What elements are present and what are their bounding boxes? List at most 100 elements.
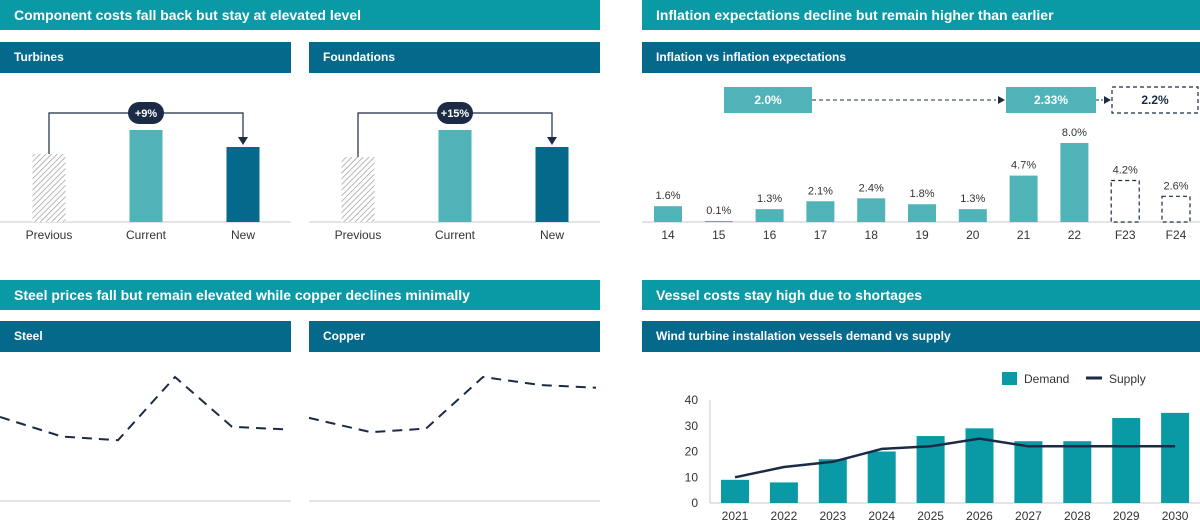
data-label: 1.8% — [909, 188, 934, 200]
demand-bar-2021 — [721, 479, 749, 503]
data-label: 8.0% — [1062, 127, 1087, 139]
bar-year-18 — [857, 198, 886, 222]
legend-demand-swatch — [1002, 372, 1017, 385]
bar-year-20 — [958, 209, 987, 222]
bar-new — [226, 147, 260, 222]
demand-bar-2027 — [1014, 441, 1043, 503]
bar-year-14 — [654, 206, 682, 222]
x-tick-label: 2021 — [722, 509, 749, 523]
x-tick-label: 2022 — [771, 509, 798, 523]
panel-title-steel: Steel — [0, 321, 291, 352]
x-tick-label: 19 — [915, 228, 929, 242]
y-tick-label: 20 — [685, 445, 699, 459]
section-title-vessels: Vessel costs stay high due to shortages — [642, 280, 1200, 310]
inflation-chart: 1.6% 14 0.1% 15 1.3% 16 2.1% 17 2.4% 18 1.8% 19 1.3%… — [642, 86, 1200, 242]
x-tick-label: Current — [435, 228, 476, 242]
demand-bar-2028 — [1063, 441, 1092, 503]
x-tick-label: 2028 — [1064, 509, 1091, 523]
demand-bar-2029 — [1112, 418, 1141, 503]
bar-previous — [341, 157, 375, 222]
x-tick-label: New — [540, 228, 564, 242]
supply-line — [734, 437, 1176, 479]
bar-year-21 — [1009, 175, 1038, 222]
change-pill — [437, 102, 473, 124]
arrow-head — [998, 96, 1005, 104]
arrow-head — [547, 137, 557, 145]
bar-current — [438, 130, 472, 222]
x-tick-label: 21 — [1017, 228, 1031, 242]
x-tick-label: 20 — [966, 228, 980, 242]
bar-year-16 — [755, 209, 784, 222]
x-tick-label: F23 — [1115, 228, 1136, 242]
data-label: 1.3% — [757, 193, 782, 205]
x-tick-label: F24 — [1166, 228, 1187, 242]
expectation-box — [724, 87, 812, 113]
steel-chart — [0, 375, 291, 502]
demand-bar-2030 — [1161, 412, 1190, 503]
x-tick-label: 2023 — [819, 509, 846, 523]
y-tick-label: 40 — [685, 393, 699, 407]
demand-bar-2024 — [867, 451, 896, 503]
change-pill — [128, 102, 164, 124]
panel-title-inflation: Inflation vs inflation expectations — [642, 42, 1200, 73]
arrow-head — [238, 137, 248, 145]
section-title-components: Component costs fall back but stay at el… — [0, 0, 600, 30]
data-label: 2.1% — [808, 185, 833, 197]
x-tick-label: 22 — [1068, 228, 1082, 242]
change-label: +15% — [441, 108, 470, 120]
x-tick-label: 2029 — [1113, 509, 1140, 523]
legend-demand-label: Demand — [1024, 372, 1069, 386]
x-tick-label: Previous — [335, 228, 382, 242]
turbines-chart: Previous Current New +9% — [0, 102, 291, 242]
data-label: 0.1% — [706, 205, 731, 217]
y-tick-label: 0 — [691, 496, 698, 510]
bar-year-19 — [908, 204, 936, 222]
x-tick-label: Previous — [26, 228, 73, 242]
expectation-label: 2.0% — [754, 93, 782, 107]
bar-forecast-F24 — [1161, 195, 1191, 223]
bar-current — [129, 130, 163, 222]
panel-title-foundations: Foundations — [309, 42, 600, 73]
x-tick-label: 18 — [865, 228, 879, 242]
data-label: 1.3% — [960, 193, 985, 205]
demand-bar-2022 — [769, 482, 798, 503]
legend-supply-label: Supply — [1109, 372, 1146, 386]
x-tick-label: 2025 — [917, 509, 944, 523]
data-label: 2.4% — [859, 182, 884, 194]
expectation-label: 2.2% — [1141, 93, 1169, 107]
data-label: 4.7% — [1011, 160, 1036, 172]
change-label: +9% — [135, 108, 158, 120]
data-label: 1.6% — [655, 190, 680, 202]
x-tick-label: 15 — [712, 228, 726, 242]
expectation-box-forecast — [1111, 86, 1199, 114]
copper-chart — [308, 375, 600, 502]
panel-title-turbines: Turbines — [0, 42, 291, 73]
x-tick-label: 2024 — [868, 509, 895, 523]
section-title-inflation: Inflation expectations decline but remai… — [642, 0, 1200, 30]
x-tick-label: Current — [126, 228, 167, 242]
panel-title-copper: Copper — [309, 321, 600, 352]
bar-new — [535, 147, 569, 222]
demand-bar-2023 — [818, 459, 847, 503]
panel-title-vessels: Wind turbine installation vessels demand… — [642, 321, 1200, 352]
price-line — [308, 375, 597, 434]
bar-forecast-F23 — [1110, 179, 1140, 223]
arrow-head — [1104, 96, 1111, 104]
x-tick-label: 2026 — [966, 509, 993, 523]
foundations-chart: Previous Current New +15% — [309, 102, 600, 242]
x-tick-label: 16 — [763, 228, 777, 242]
x-tick-label: New — [231, 228, 255, 242]
y-tick-label: 10 — [685, 470, 699, 484]
expectation-label: 2.33% — [1034, 93, 1068, 107]
data-label: 4.2% — [1113, 165, 1138, 177]
x-tick-label: 17 — [814, 228, 828, 242]
bar-year-17 — [806, 201, 835, 222]
x-tick-label: 2030 — [1162, 509, 1189, 523]
x-tick-label: 14 — [661, 228, 675, 242]
y-tick-label: 30 — [685, 419, 699, 433]
expectation-box — [1006, 87, 1096, 113]
data-label: 2.6% — [1163, 180, 1188, 192]
x-tick-label: 2027 — [1015, 509, 1042, 523]
bar-previous — [32, 154, 66, 222]
